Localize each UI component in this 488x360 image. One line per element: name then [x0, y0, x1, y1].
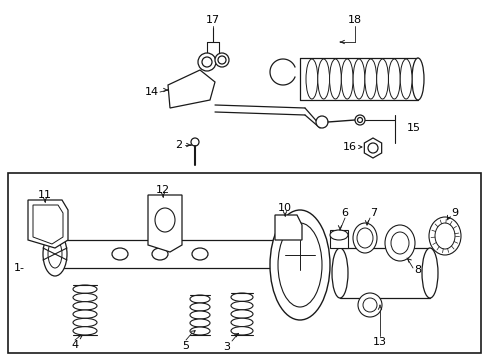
Polygon shape [329, 230, 347, 248]
Ellipse shape [73, 327, 97, 335]
Ellipse shape [190, 295, 209, 303]
Ellipse shape [390, 232, 408, 254]
Ellipse shape [357, 117, 362, 122]
Ellipse shape [367, 143, 377, 153]
Ellipse shape [73, 302, 97, 310]
Ellipse shape [43, 232, 67, 276]
Text: 16: 16 [342, 142, 356, 152]
Text: 13: 13 [372, 337, 386, 347]
Ellipse shape [329, 230, 347, 240]
Ellipse shape [278, 223, 321, 307]
Text: 9: 9 [450, 208, 458, 218]
Ellipse shape [341, 59, 352, 99]
Text: 18: 18 [347, 15, 361, 25]
Text: 6: 6 [341, 208, 348, 218]
Text: 5: 5 [182, 341, 189, 351]
Bar [339, 248, 429, 298]
Ellipse shape [411, 58, 423, 100]
Polygon shape [364, 138, 381, 158]
Ellipse shape [331, 248, 347, 298]
Polygon shape [274, 215, 302, 240]
Ellipse shape [230, 301, 252, 310]
Polygon shape [33, 205, 63, 244]
Ellipse shape [215, 53, 228, 67]
Ellipse shape [73, 285, 97, 293]
Text: 8: 8 [414, 265, 421, 275]
Bar [55, 240, 305, 268]
Ellipse shape [155, 208, 175, 232]
Ellipse shape [230, 327, 252, 335]
Ellipse shape [190, 327, 209, 335]
Ellipse shape [352, 59, 364, 99]
Ellipse shape [192, 248, 207, 260]
Bar [8, 173, 480, 353]
Ellipse shape [356, 228, 372, 248]
Ellipse shape [384, 225, 414, 261]
Ellipse shape [230, 318, 252, 327]
Ellipse shape [152, 248, 168, 260]
Polygon shape [28, 200, 68, 248]
Text: 14: 14 [144, 87, 159, 97]
Text: 1-: 1- [14, 263, 25, 273]
Ellipse shape [376, 59, 387, 99]
Ellipse shape [352, 223, 376, 253]
Ellipse shape [190, 311, 209, 319]
Ellipse shape [317, 59, 329, 99]
Ellipse shape [73, 318, 97, 327]
Ellipse shape [191, 138, 199, 146]
Ellipse shape [202, 57, 212, 67]
Text: 12: 12 [156, 185, 170, 195]
Ellipse shape [190, 303, 209, 311]
Ellipse shape [190, 319, 209, 327]
Text: 7: 7 [370, 208, 377, 218]
Ellipse shape [198, 53, 216, 71]
Text: 2: 2 [175, 140, 182, 150]
Text: 17: 17 [205, 15, 220, 25]
Polygon shape [148, 195, 182, 252]
Text: 10: 10 [278, 203, 291, 213]
Text: 4: 4 [71, 340, 79, 350]
Text: 15: 15 [406, 123, 420, 133]
Ellipse shape [428, 217, 460, 255]
Ellipse shape [357, 293, 381, 317]
Ellipse shape [421, 248, 437, 298]
Ellipse shape [73, 310, 97, 318]
Ellipse shape [269, 210, 329, 320]
Ellipse shape [112, 248, 128, 260]
Ellipse shape [73, 293, 97, 302]
Polygon shape [168, 70, 215, 108]
Ellipse shape [230, 293, 252, 301]
Ellipse shape [362, 298, 376, 312]
Text: 3: 3 [223, 342, 230, 352]
Ellipse shape [315, 116, 327, 128]
Ellipse shape [399, 59, 411, 99]
Ellipse shape [434, 223, 454, 249]
Ellipse shape [387, 59, 399, 99]
Ellipse shape [218, 56, 225, 64]
Ellipse shape [329, 59, 341, 99]
Text: 11: 11 [38, 190, 52, 200]
Ellipse shape [230, 310, 252, 318]
Ellipse shape [48, 240, 62, 268]
Ellipse shape [305, 59, 317, 99]
Ellipse shape [354, 115, 364, 125]
Ellipse shape [364, 59, 376, 99]
